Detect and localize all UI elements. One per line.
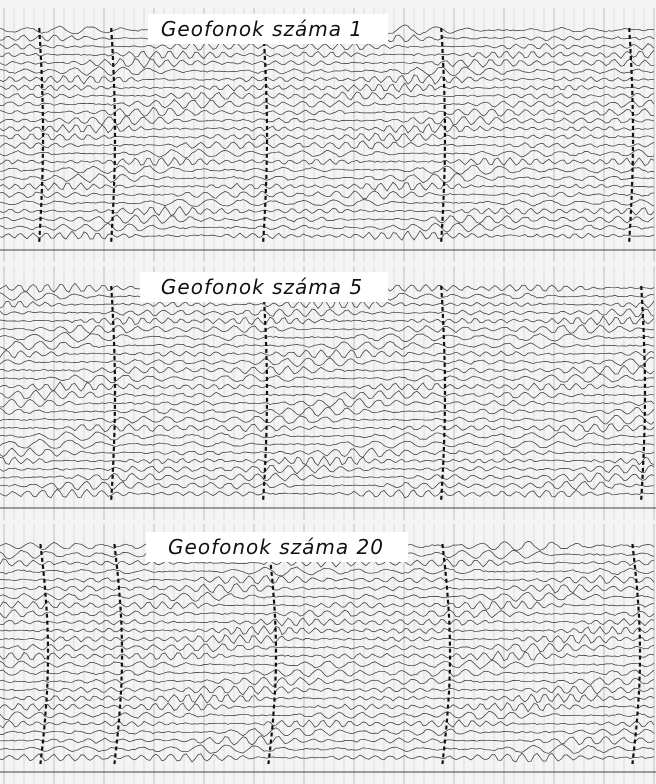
trace (0, 332, 655, 343)
trace (0, 642, 655, 653)
trace (0, 583, 655, 594)
trace (0, 123, 655, 134)
trace (0, 308, 655, 318)
trace (0, 41, 655, 51)
trace (0, 455, 655, 467)
event-line (640, 285, 647, 503)
trace (0, 49, 655, 60)
event-line (631, 543, 642, 765)
trace (0, 356, 655, 368)
trace (0, 58, 654, 69)
trace (0, 91, 655, 101)
trace (0, 702, 655, 713)
trace (0, 140, 655, 150)
trace (0, 693, 655, 704)
trace (0, 299, 655, 310)
trace (0, 488, 655, 499)
trace (0, 406, 655, 417)
trace (0, 99, 655, 110)
trace (0, 480, 655, 491)
trace (0, 74, 655, 85)
event-line (440, 27, 447, 245)
trace (0, 230, 655, 241)
trace (0, 752, 655, 763)
trace (0, 381, 655, 392)
event-line (113, 543, 124, 765)
trace (0, 472, 655, 483)
trace (0, 591, 655, 602)
trace (0, 415, 655, 425)
event-line (38, 27, 45, 245)
trace (0, 447, 655, 458)
trace (0, 66, 655, 77)
trace (0, 341, 655, 351)
trace (0, 600, 655, 611)
trace (0, 190, 655, 200)
trace (0, 625, 655, 636)
event-line (267, 543, 278, 765)
panel-title: Geofonok száma 20 (168, 535, 384, 559)
trace (0, 148, 655, 159)
trace (0, 617, 655, 627)
trace (0, 164, 655, 175)
event-line (110, 27, 117, 245)
trace (0, 106, 654, 117)
trace (0, 650, 655, 662)
trace (0, 315, 655, 326)
event-line (628, 27, 635, 245)
trace (0, 439, 655, 449)
title-box (146, 532, 408, 562)
trace (0, 324, 655, 335)
trace (0, 735, 655, 746)
trace (0, 173, 655, 184)
trace (0, 82, 655, 93)
trace (0, 205, 655, 216)
panel-title: Geofonok száma 5 (161, 275, 363, 299)
trace (0, 349, 655, 359)
event-line (262, 27, 269, 245)
title-box (140, 272, 388, 302)
trace (0, 373, 655, 383)
event-line (39, 543, 50, 765)
trace (0, 685, 655, 696)
trace (0, 222, 655, 233)
panel-title: Geofonok száma 1 (161, 17, 363, 41)
trace (0, 566, 655, 577)
trace (0, 398, 655, 409)
title-box (148, 14, 388, 44)
event-line (262, 285, 269, 503)
event-line (440, 285, 447, 503)
trace (0, 609, 655, 619)
titles: Geofonok száma 1 Geofonok száma 5 Geofon… (140, 14, 408, 562)
traces (0, 8, 656, 784)
trace (0, 181, 655, 192)
event-line (441, 543, 452, 765)
trace (0, 156, 655, 167)
trace (0, 574, 655, 585)
trace (0, 431, 655, 441)
trace (0, 668, 655, 678)
trace (0, 727, 655, 738)
trace (0, 659, 655, 670)
trace (0, 199, 655, 207)
trace (0, 719, 655, 729)
trace (0, 115, 655, 126)
trace (0, 132, 655, 142)
trace (0, 633, 655, 645)
trace (0, 423, 655, 433)
trace (0, 364, 655, 376)
trace (0, 744, 655, 754)
trace (0, 389, 655, 401)
event-line (110, 285, 117, 503)
trace (0, 710, 655, 721)
trace (0, 676, 655, 687)
trace (0, 214, 655, 225)
trace (0, 464, 655, 475)
